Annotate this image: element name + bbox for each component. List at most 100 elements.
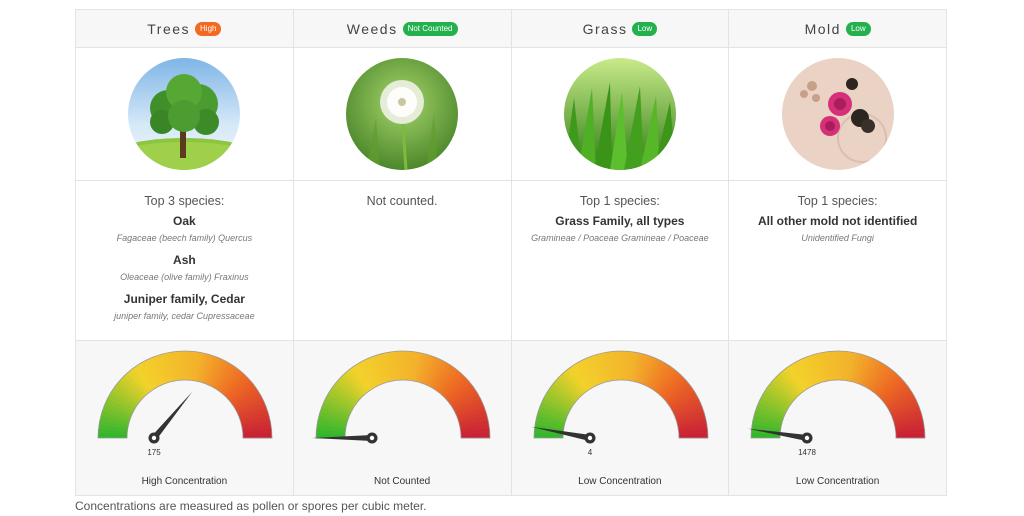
gauge-arc-segment (545, 390, 573, 409)
gauge-cell: 4 Low Concentration (511, 341, 729, 495)
gauge-arc-segment (211, 360, 229, 388)
gauge-arc-segment (798, 358, 815, 387)
species-cell: Top 3 species: Oak Fagaceae (beech famil… (76, 181, 293, 341)
top-species-label: Top 3 species: (144, 194, 225, 208)
gauge-arc-segment (541, 398, 569, 415)
not-counted-label: Not counted. (366, 194, 438, 208)
gauge-arc-segment (665, 383, 692, 405)
gauge-arc-segment (315, 428, 346, 435)
gauge-arc-segment (635, 353, 648, 383)
gauge-arc-segment (347, 367, 369, 393)
gauge-arc-segment (359, 360, 377, 388)
gauge-arc-segment (236, 398, 265, 415)
gauge-arc-segment (820, 352, 830, 382)
gauge-arc-segment (760, 394, 789, 412)
gauge-arc-segment (874, 370, 897, 396)
gauge-arc-segment (841, 351, 848, 381)
concentration-gauge: 4 (530, 350, 708, 457)
gauge-arc-segment (355, 362, 375, 390)
column-weeds: Weeds Not Counted (293, 10, 512, 495)
gauge-arc-segment (228, 379, 253, 402)
gauge-arc-segment (589, 355, 603, 384)
gauge-arc-segment (316, 423, 346, 432)
mold-spores-photo (781, 58, 894, 170)
gauge-arc-segment (765, 386, 792, 407)
concentration-label: High Concentration (141, 476, 228, 487)
grass-photo (563, 58, 676, 170)
gauge-arc-segment (597, 352, 609, 382)
gauge-arc-segment (811, 353, 824, 383)
tree-photo (128, 58, 241, 170)
gauge-outline (315, 350, 491, 439)
gauge-arc-segment (652, 365, 672, 392)
image-cell (293, 48, 511, 181)
gauge-arc-segment (103, 402, 133, 418)
level-badge: Not Counted (402, 21, 458, 36)
gauge-arc-segment (420, 355, 435, 384)
gauge-arc-segment (460, 433, 490, 439)
gauge-arc-segment (242, 428, 272, 436)
gauge-arc-segment (233, 390, 261, 410)
concentration-gauge: 1478 (747, 350, 926, 457)
species-name: Juniper family, Cedar (123, 292, 245, 306)
gauge-arc-segment (456, 406, 486, 421)
gauge-arc-segment (569, 364, 590, 392)
gauge-arc-segment (375, 353, 389, 383)
gauge-hub-center (151, 435, 157, 441)
gauge-arc-segment (861, 358, 879, 387)
gauge-arc-segment (180, 351, 186, 381)
gauge-arc-segment (98, 428, 128, 435)
concentration-gauge (311, 350, 491, 444)
gauge-arc-segment (535, 415, 565, 426)
gauge-arc-segment (550, 382, 576, 404)
gauge-arc-segment (452, 394, 481, 412)
gauge-arc-segment (107, 394, 135, 412)
gauge-arc-segment (411, 352, 422, 382)
gauge-arc-segment (460, 424, 490, 433)
gauge-arc-segment (451, 390, 479, 410)
gauge-arc-segment (853, 353, 866, 383)
gauge-arc-segment (417, 353, 431, 383)
gauge-arc-segment (767, 382, 794, 404)
gauge-arc-segment (886, 390, 914, 410)
gauge-arc-segment (565, 367, 587, 393)
level-badge: Low (632, 21, 658, 36)
gauge-arc-segment (166, 352, 177, 382)
gauge-arc-segment (318, 410, 348, 423)
gauge-arc-segment (881, 379, 907, 402)
gauge-arc-segment (162, 352, 174, 382)
level-badge: Low (845, 21, 871, 36)
gauge-arc-segment (230, 383, 256, 405)
gauge-arc-segment (673, 402, 702, 418)
gauge-arc-segment (114, 382, 141, 404)
gauge-arc-segment (341, 373, 365, 397)
gauge-arc-segment (533, 428, 563, 435)
gauge-arc-segment (659, 373, 683, 398)
gauge-value: 175 (147, 448, 161, 457)
species-name: Ash (173, 253, 196, 267)
gauge-arc-segment (751, 423, 782, 432)
gauge-arc-segment (100, 410, 130, 423)
gauge-arc-segment (423, 356, 439, 386)
gauge-arc-segment (762, 390, 790, 409)
gauge-arc-segment (888, 394, 916, 412)
gauge-arc-segment (223, 373, 247, 398)
gauge-arc-segment (815, 352, 827, 382)
gauge-arc-segment (794, 360, 813, 388)
gauge-outline (533, 350, 708, 439)
gauge-arc-segment (380, 352, 391, 382)
column-header: Grass Low (511, 10, 729, 48)
gauge-arc-segment (317, 415, 347, 426)
gauge-arc-segment (191, 351, 200, 381)
gauge-arc-segment (149, 356, 165, 386)
gauge-needle (151, 391, 193, 440)
gauge-arc-segment (367, 356, 383, 386)
gauge-arc-segment (458, 415, 488, 427)
gauge-arc-segment (320, 406, 349, 421)
gauge-arc-segment (325, 394, 353, 412)
gauge-arc-segment (102, 406, 131, 421)
gauge-arc-segment (895, 424, 925, 433)
gauge-outline (97, 350, 273, 439)
image-cell (729, 48, 946, 181)
gauge-arc-segment (338, 376, 362, 400)
